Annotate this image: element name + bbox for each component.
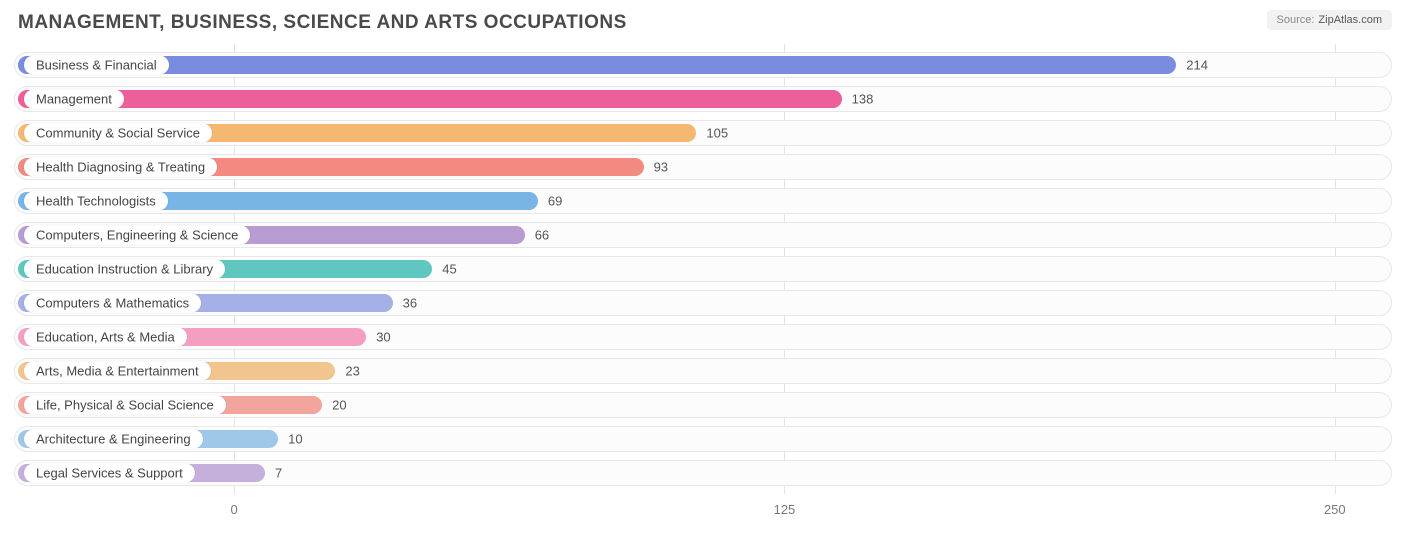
bar-fill	[18, 56, 1176, 74]
source-name: ZipAtlas.com	[1318, 14, 1382, 26]
bar-value: 7	[275, 466, 282, 481]
bar-label: Education Instruction & Library	[24, 260, 225, 279]
bar-row: Legal Services & Support 7	[14, 460, 1392, 486]
x-axis: 0 125 250	[14, 498, 1392, 524]
bar-value: 69	[548, 194, 562, 209]
bar-value: 138	[852, 92, 874, 107]
bar-value: 45	[442, 262, 456, 277]
bar-value: 214	[1186, 58, 1208, 73]
bar-value: 10	[288, 432, 302, 447]
bar-label: Education, Arts & Media	[24, 328, 187, 347]
bar-value: 66	[535, 228, 549, 243]
bar-label: Life, Physical & Social Science	[24, 396, 226, 415]
bar-row: Health Diagnosing & Treating 93	[14, 154, 1392, 180]
bar-label: Legal Services & Support	[24, 464, 195, 483]
bar-value: 20	[332, 398, 346, 413]
bar-row: Education, Arts & Media 30	[14, 324, 1392, 350]
source-label: Source:	[1277, 14, 1315, 26]
bar-row: Community & Social Service 105	[14, 120, 1392, 146]
bar-value: 93	[654, 160, 668, 175]
bar-row: Architecture & Engineering 10	[14, 426, 1392, 452]
bar-label: Business & Financial	[24, 56, 169, 75]
chart-area: Business & Financial 214 Management 138 Comm…	[14, 44, 1392, 524]
source-badge: Source: ZipAtlas.com	[1267, 10, 1393, 30]
bar-fill	[18, 90, 842, 108]
x-tick-label: 125	[774, 502, 796, 517]
x-tick-label: 0	[231, 502, 238, 517]
x-tick-label: 250	[1324, 502, 1346, 517]
bar-row: Health Technologists 69	[14, 188, 1392, 214]
plot-region: Business & Financial 214 Management 138 Comm…	[14, 44, 1392, 494]
bar-row: Arts, Media & Entertainment 23	[14, 358, 1392, 384]
bar-label: Arts, Media & Entertainment	[24, 362, 211, 381]
chart-title: MANAGEMENT, BUSINESS, SCIENCE AND ARTS O…	[0, 0, 1406, 40]
bar-row: Business & Financial 214	[14, 52, 1392, 78]
bar-container: Business & Financial 214 Management 138 Comm…	[14, 44, 1392, 494]
bar-value: 36	[403, 296, 417, 311]
bar-label: Management	[24, 90, 124, 109]
bar-value: 30	[376, 330, 390, 345]
bar-row: Life, Physical & Social Science 20	[14, 392, 1392, 418]
bar-label: Health Technologists	[24, 192, 168, 211]
bar-value: 105	[706, 126, 728, 141]
bar-row: Computers, Engineering & Science 66	[14, 222, 1392, 248]
bar-row: Management 138	[14, 86, 1392, 112]
bar-row: Education Instruction & Library 45	[14, 256, 1392, 282]
bar-label: Community & Social Service	[24, 124, 212, 143]
bar-label: Architecture & Engineering	[24, 430, 203, 449]
bar-label: Computers, Engineering & Science	[24, 226, 250, 245]
bar-label: Computers & Mathematics	[24, 294, 201, 313]
bar-label: Health Diagnosing & Treating	[24, 158, 217, 177]
bar-value: 23	[345, 364, 359, 379]
bar-row: Computers & Mathematics 36	[14, 290, 1392, 316]
